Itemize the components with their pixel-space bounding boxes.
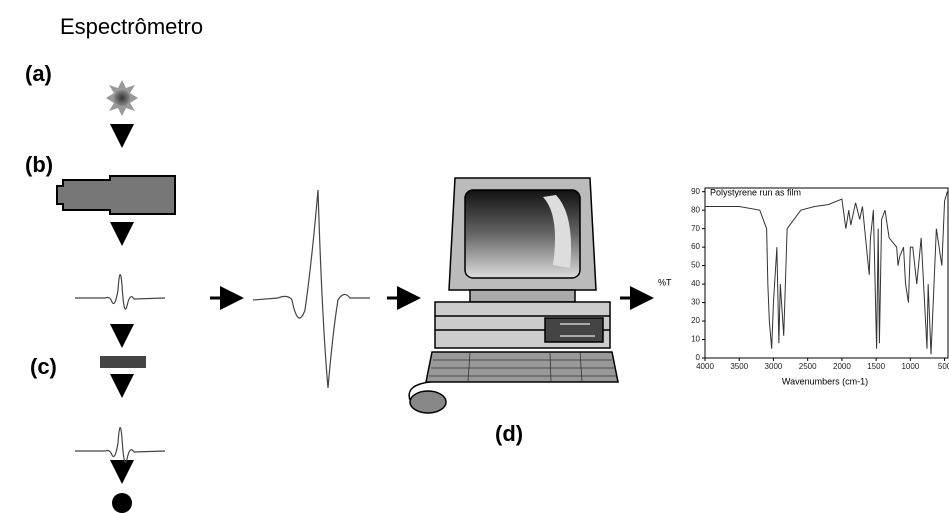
y-tick-label: 40 [691, 279, 700, 288]
label-d: (d) [495, 421, 523, 446]
interferogram [75, 189, 370, 463]
chart-title: Polystyrene run as film [710, 187, 801, 197]
label-a: (a) [25, 61, 52, 86]
spectrum-line [705, 191, 948, 355]
title: Espectrômetro [60, 14, 203, 39]
x-tick-label: 1000 [901, 362, 919, 371]
y-tick-label: 20 [691, 316, 700, 325]
y-tick-label: 70 [691, 224, 700, 233]
y-tick-label: 80 [691, 205, 700, 214]
x-tick-label: 3000 [765, 362, 783, 371]
computer [408, 177, 619, 414]
y-tick-label: 30 [691, 298, 700, 307]
arrows [110, 124, 654, 484]
spectrum-chart: Polystyrene run as film %T Wavenumbers (… [658, 187, 949, 387]
y-tick-label: 90 [691, 187, 700, 196]
x-tick-label: 1500 [867, 362, 885, 371]
x-tick-label: 4000 [696, 362, 714, 371]
y-axis-label: %T [658, 277, 672, 287]
x-tick-label: 500 [938, 362, 949, 371]
y-tick-label: 50 [691, 261, 700, 270]
y-tick-label: 60 [691, 242, 700, 251]
source [106, 80, 138, 116]
y-tick-label: 0 [696, 353, 701, 362]
x-tick-label: 2500 [799, 362, 817, 371]
x-tick-label: 2000 [833, 362, 851, 371]
x-tick-label: 3500 [730, 362, 748, 371]
label-c: (c) [30, 354, 57, 379]
interferometer [56, 175, 176, 215]
sample [100, 356, 146, 368]
detector [112, 493, 132, 513]
x-axis-label: Wavenumbers (cm-1) [782, 376, 868, 386]
plot-frame [704, 187, 949, 359]
y-tick-label: 10 [691, 335, 700, 344]
label-b: (b) [25, 152, 53, 177]
